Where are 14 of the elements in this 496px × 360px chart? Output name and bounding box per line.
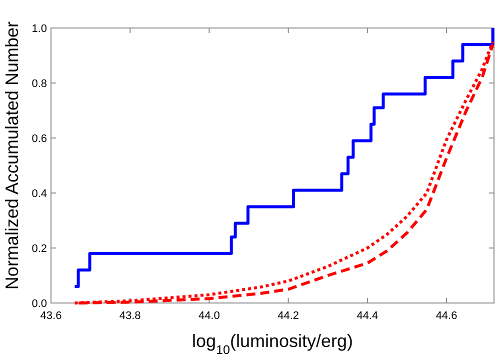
x-tick-label: 43.6	[40, 310, 62, 322]
y-tick-label: 0.4	[32, 188, 47, 200]
x-tick-label: 43.8	[119, 310, 141, 322]
y-tick-label: 1.0	[32, 23, 47, 35]
y-axis-title: Normalized Accumulated Number	[2, 21, 22, 290]
x-tick-label: 44.4	[356, 310, 378, 322]
x-tick-label: 44.0	[198, 310, 220, 322]
y-tick-label: 0.8	[32, 78, 47, 90]
x-tick-label: 44.2	[278, 310, 300, 322]
x-tick-label: 44.6	[436, 310, 458, 322]
y-tick-label: 0.2	[32, 243, 47, 255]
y-tick-label: 0.0	[32, 298, 47, 310]
x-axis-title: log$_{10}$(luminosity/erg)	[192, 331, 354, 357]
y-tick-label: 0.6	[32, 133, 47, 145]
